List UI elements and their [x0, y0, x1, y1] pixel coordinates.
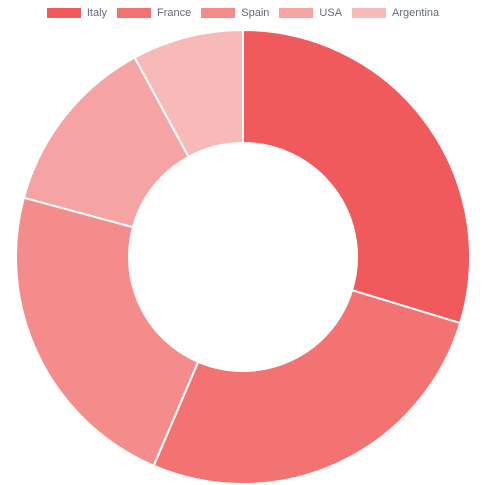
legend-item-italy[interactable]: Italy	[46, 7, 108, 19]
legend-swatch	[201, 8, 236, 18]
legend-swatch	[352, 8, 387, 18]
legend-label: USA	[319, 7, 343, 19]
legend-swatch	[279, 8, 314, 18]
legend-swatch	[46, 8, 81, 18]
legend-item-spain[interactable]: Spain	[201, 7, 269, 19]
legend-swatch	[117, 8, 152, 18]
legend-label: France	[157, 7, 192, 19]
chart-legend: Italy France Spain USA Argentina	[0, 7, 486, 19]
legend-item-usa[interactable]: USA	[279, 7, 342, 19]
legend-item-france[interactable]: France	[117, 7, 191, 19]
slice-france[interactable]	[152, 288, 462, 485]
slice-spain[interactable]	[15, 196, 200, 468]
slice-argentina[interactable]	[133, 28, 244, 159]
legend-label: Italy	[86, 7, 108, 19]
slice-italy[interactable]	[242, 28, 471, 325]
legend-item-argentina[interactable]: Argentina	[352, 7, 439, 19]
legend-label: Argentina	[392, 7, 440, 19]
legend-label: Spain	[241, 7, 270, 19]
